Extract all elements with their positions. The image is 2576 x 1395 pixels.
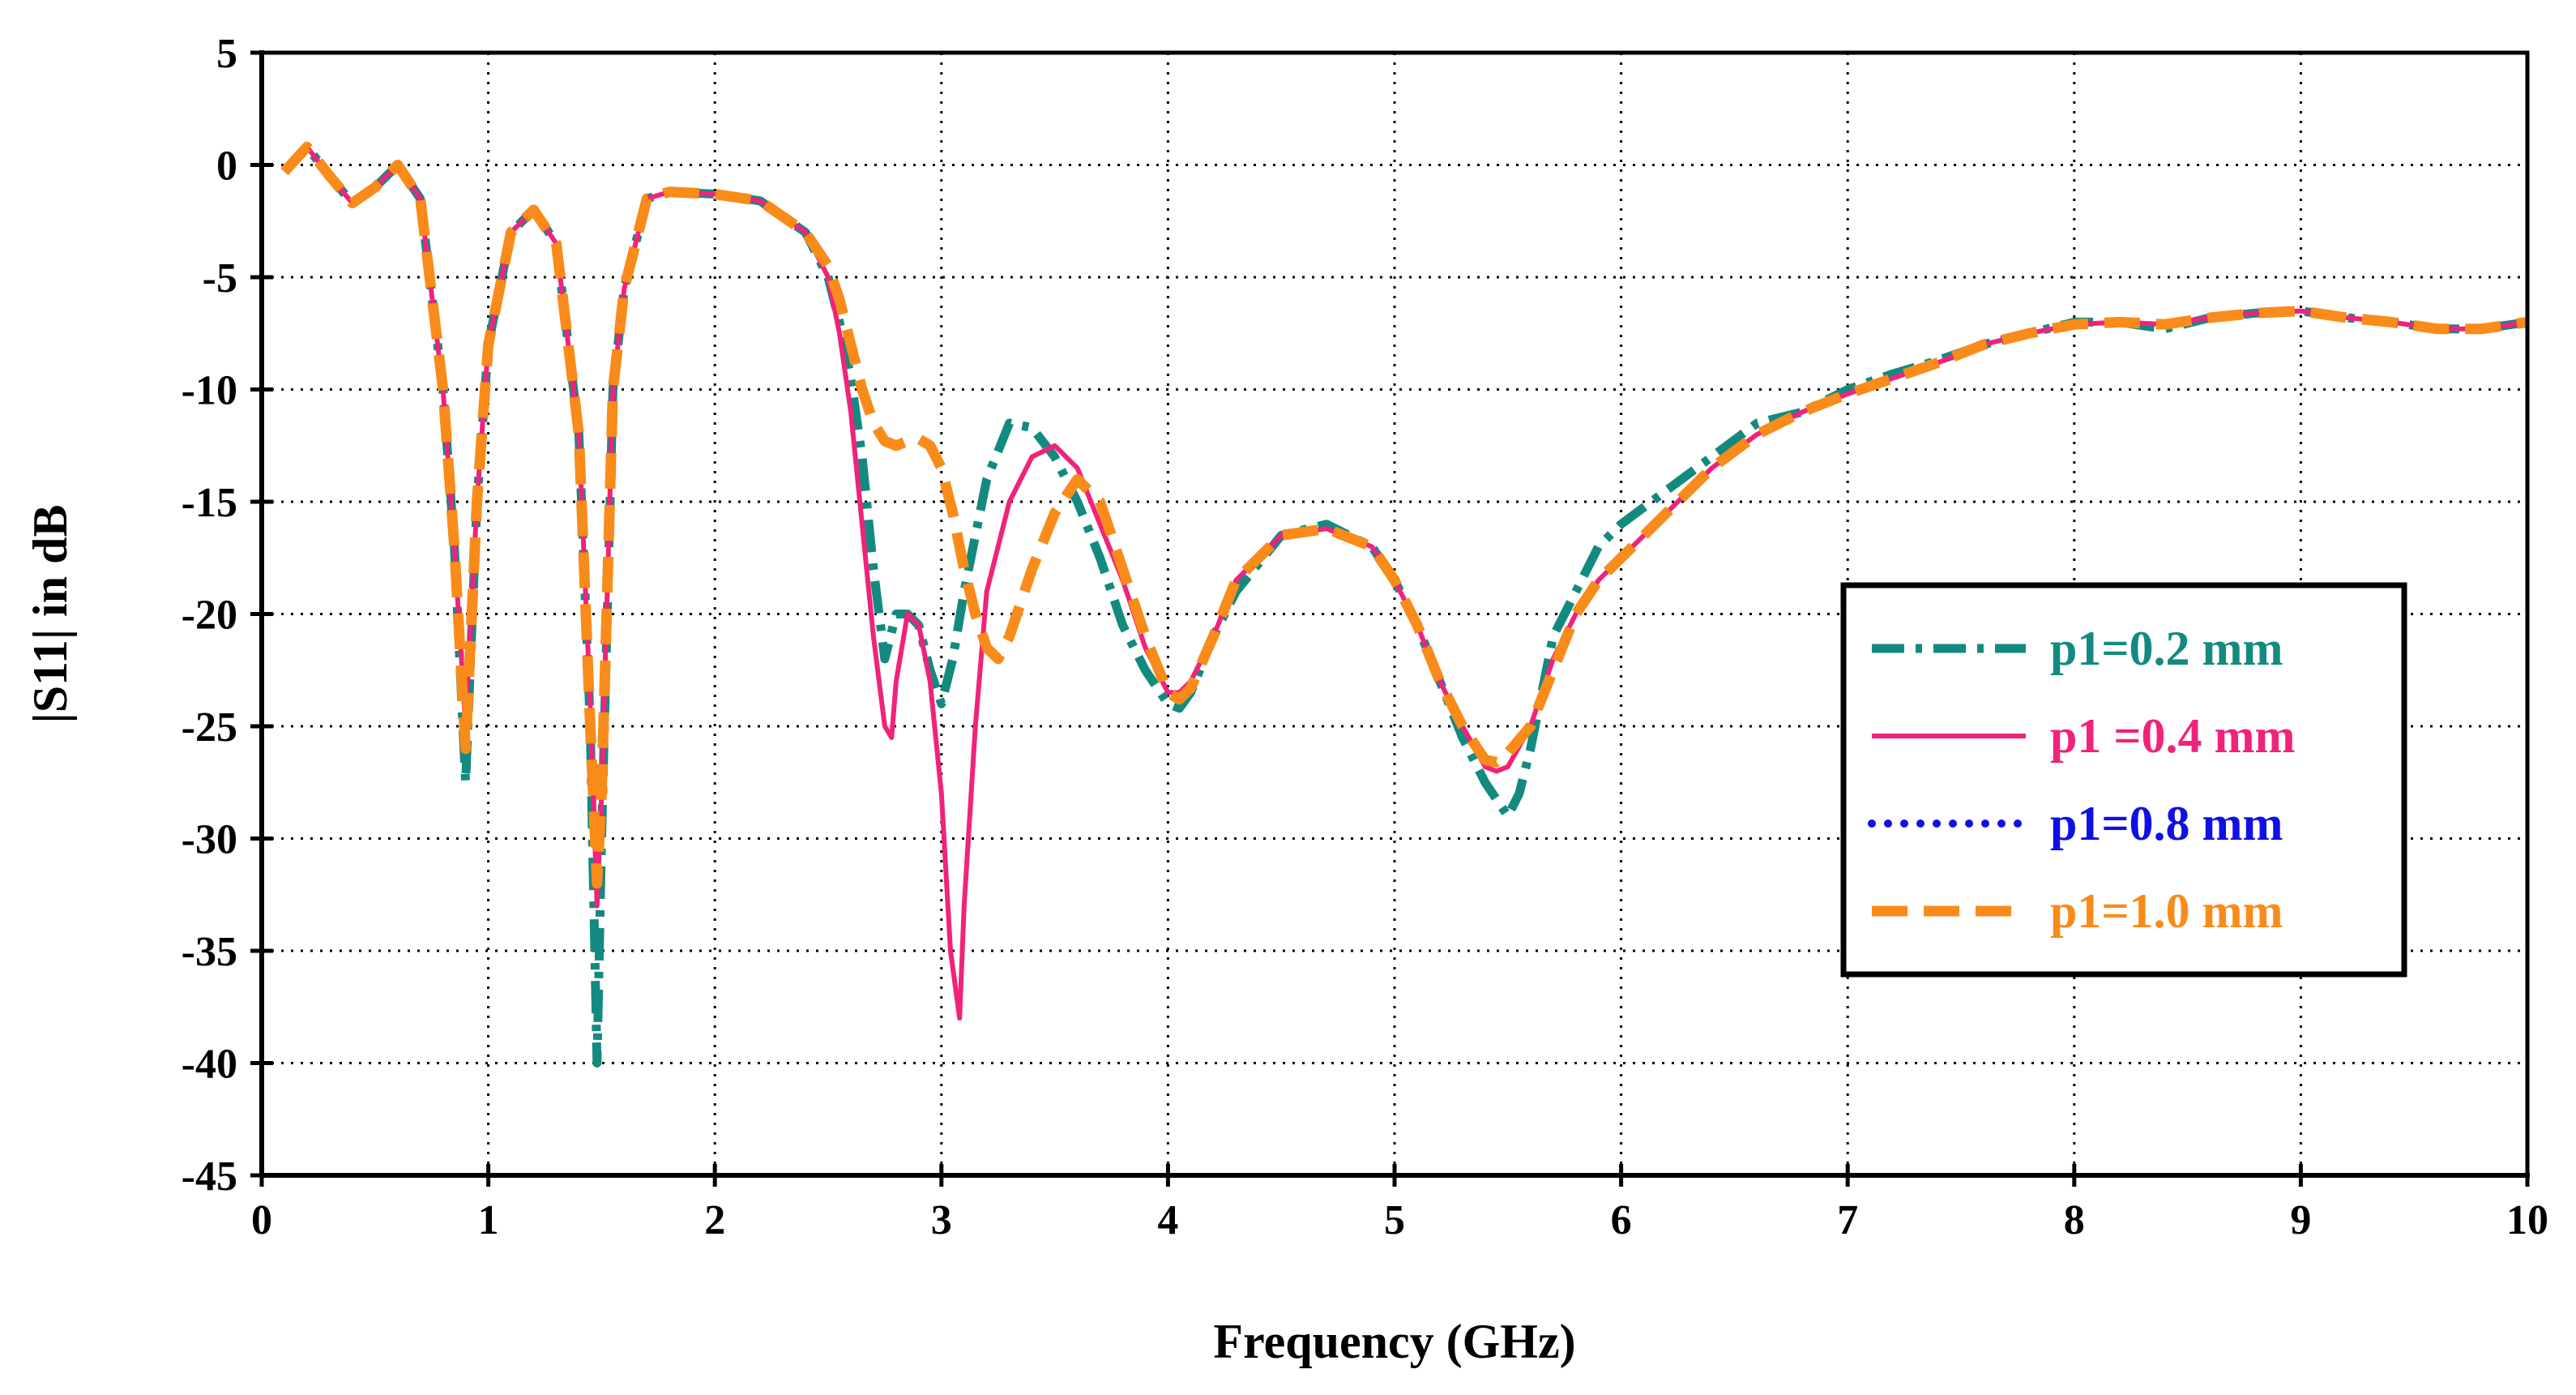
x-tick-label: 9 [2290, 1197, 2311, 1243]
legend-label: p1=0.2 mm [2050, 622, 2283, 675]
x-tick-label: 0 [251, 1197, 272, 1243]
y-tick-label: -15 [182, 480, 237, 526]
x-tick-label: 10 [2506, 1197, 2548, 1243]
legend: p1=0.2 mm p1 =0.4 mm p1=0.8 mm p1=1.0 mm [1840, 582, 2407, 978]
x-axis-title: Frequency (GHz) [1213, 1315, 1575, 1368]
legend-entries: p1=0.2 mm p1 =0.4 mm p1=0.8 mm p1=1.0 mm [1868, 622, 2296, 938]
tick-labels: 0 1 2 3 4 5 6 7 8 9 10 5 0 -5 -10 -15 -20 -25 -30 -35 -40 -45 [182, 31, 2548, 1243]
x-tick-label: 6 [1611, 1197, 1632, 1243]
series-layer [280, 141, 2528, 1068]
y-tick-label: 0 [216, 143, 237, 190]
x-tick-label: 7 [1837, 1197, 1858, 1243]
y-tick-label: -40 [182, 1042, 237, 1088]
y-tick-label: -25 [182, 704, 237, 751]
x-tick-label: 8 [2064, 1197, 2085, 1243]
y-tick-label: -10 [182, 368, 237, 414]
series-line-p1-1.0-mm [280, 141, 2528, 889]
x-tick-label: 1 [478, 1197, 499, 1243]
y-tick-label: -5 [203, 255, 237, 302]
y-tick-label: -35 [182, 929, 237, 975]
legend-label: p1=0.8 mm [2050, 797, 2283, 850]
y-tick-label: -30 [182, 817, 237, 863]
y-tick-label: -20 [182, 593, 237, 639]
x-tick-label: 2 [704, 1197, 725, 1243]
y-tick-label: -45 [182, 1153, 237, 1200]
x-tick-label: 4 [1157, 1197, 1178, 1243]
x-tick-label: 3 [931, 1197, 952, 1243]
y-tick-label: 5 [216, 31, 237, 77]
legend-label: p1=1.0 mm [2050, 884, 2283, 938]
y-axis-title: |S11| in dB [23, 505, 77, 724]
x-tick-label: 5 [1384, 1197, 1405, 1243]
axes [250, 50, 2530, 1187]
legend-label: p1 =0.4 mm [2050, 709, 2296, 763]
